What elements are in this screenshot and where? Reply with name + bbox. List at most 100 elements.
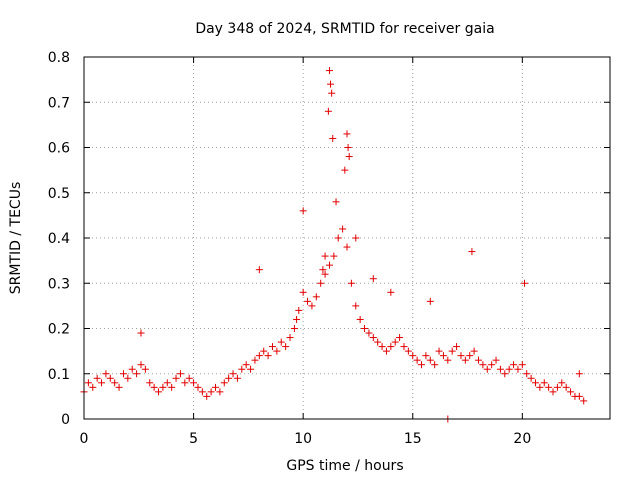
data-point — [488, 361, 496, 369]
data-point — [176, 370, 184, 378]
data-point — [260, 347, 268, 355]
data-point — [255, 352, 263, 360]
data-point — [361, 325, 369, 332]
data-point — [352, 302, 360, 310]
data-point — [128, 365, 136, 373]
data-point — [304, 297, 312, 305]
data-point — [468, 248, 476, 256]
data-point — [387, 343, 395, 351]
data-point — [319, 266, 327, 274]
data-point — [264, 352, 272, 360]
y-tick-label: 0.5 — [48, 186, 70, 202]
data-point — [327, 80, 335, 88]
data-point — [273, 347, 281, 355]
x-axis-ticks: 0 5 10 15 20 — [80, 57, 531, 447]
data-point — [545, 383, 553, 391]
data-point — [242, 361, 250, 369]
data-point — [345, 153, 353, 161]
data-point — [435, 347, 443, 355]
data-point — [312, 293, 320, 301]
data-point — [220, 379, 228, 387]
x-tick-label: 20 — [513, 431, 531, 447]
chart-title: Day 348 of 2024, SRMTID for receiver gai… — [195, 21, 494, 37]
data-point — [247, 365, 255, 373]
data-point — [137, 361, 145, 369]
x-tick-label: 0 — [80, 431, 89, 447]
data-point — [328, 89, 336, 97]
data-point — [523, 370, 531, 378]
data-point — [251, 356, 259, 364]
data-point — [444, 356, 452, 364]
y-axis-label: SRMTID / TECUs — [8, 182, 24, 295]
data-point — [369, 334, 377, 342]
data-point — [344, 144, 352, 151]
data-point — [111, 379, 119, 387]
y-tick-label: 0.6 — [48, 141, 70, 157]
data-point — [334, 234, 342, 242]
y-tick-label: 0 — [61, 412, 70, 428]
data-point — [124, 374, 132, 382]
data-point — [549, 388, 557, 396]
data-point — [329, 134, 337, 142]
data-point — [98, 379, 106, 387]
data-point — [343, 130, 351, 138]
y-tick-label: 0.1 — [48, 367, 70, 383]
data-point — [207, 388, 215, 396]
y-axis-ticks: 0 0.1 0.2 0.3 0.4 0.5 0.6 0.7 0.8 — [48, 50, 610, 428]
data-point — [575, 370, 583, 378]
data-point — [332, 198, 340, 206]
data-point — [277, 338, 285, 346]
data-point — [203, 392, 211, 400]
data-point — [190, 379, 198, 387]
data-point — [119, 370, 127, 378]
data-point — [562, 383, 570, 391]
data-point — [453, 343, 461, 351]
y-tick-label: 0.4 — [48, 231, 70, 247]
data-point — [501, 370, 509, 378]
data-point — [374, 338, 382, 346]
data-point — [238, 365, 246, 373]
data-point — [439, 352, 447, 360]
data-point — [518, 361, 526, 369]
data-point — [413, 356, 421, 364]
data-point — [229, 370, 237, 378]
data-point — [293, 315, 301, 323]
x-tick-label: 15 — [404, 431, 422, 447]
data-point — [492, 356, 500, 364]
data-point — [141, 365, 149, 373]
data-point — [324, 107, 332, 115]
data-point — [290, 325, 298, 332]
data-point — [378, 343, 386, 351]
data-point — [255, 266, 263, 274]
data-point — [396, 334, 404, 342]
data-point — [159, 383, 167, 391]
data-point — [514, 365, 522, 373]
data-point — [496, 365, 504, 373]
data-point — [461, 356, 469, 364]
data-point — [341, 166, 349, 174]
data-point — [185, 374, 193, 382]
data-point — [168, 383, 176, 391]
plot-frame — [83, 56, 611, 420]
grid — [84, 57, 610, 419]
data-point — [93, 374, 101, 382]
data-point — [553, 383, 561, 391]
data-point — [343, 243, 351, 251]
data-point — [198, 388, 206, 396]
data-point — [194, 383, 202, 391]
data-point — [133, 370, 141, 378]
y-tick-label: 0.8 — [48, 50, 70, 66]
data-point — [431, 361, 439, 369]
data-point — [448, 347, 456, 355]
data-point — [181, 379, 189, 387]
data-point — [400, 343, 408, 351]
data-point — [347, 279, 355, 287]
y-tick-label: 0.2 — [48, 322, 70, 338]
data-point — [146, 379, 154, 387]
data-point — [84, 379, 92, 387]
data-point — [558, 379, 566, 387]
x-tick-label: 5 — [189, 431, 198, 447]
data-point — [531, 379, 539, 387]
data-point — [404, 347, 412, 355]
